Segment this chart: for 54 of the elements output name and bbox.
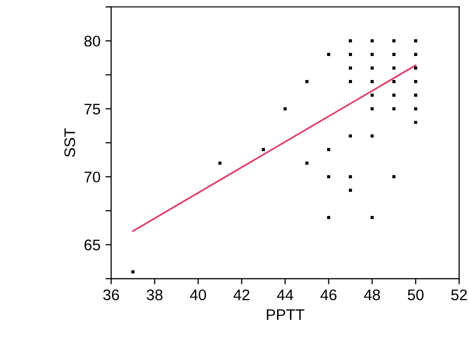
point [370, 52, 374, 56]
point [348, 188, 352, 192]
point [348, 66, 352, 70]
point [305, 162, 308, 165]
x-tick-label: 48 [364, 289, 380, 300]
point [392, 52, 396, 56]
point [348, 175, 352, 178]
point [305, 80, 308, 84]
point [370, 134, 374, 138]
y-tick-label: 80 [84, 36, 100, 47]
point [414, 120, 418, 124]
x-tick-label: 36 [103, 289, 119, 300]
point [218, 162, 222, 165]
point [348, 52, 352, 56]
point [131, 270, 134, 274]
x-tick-label: 50 [408, 289, 424, 300]
point [414, 52, 418, 56]
x-tick-label: 52 [451, 289, 467, 300]
x-tick-label: 42 [234, 289, 250, 300]
point [327, 52, 330, 56]
point [392, 94, 396, 97]
point [414, 107, 418, 110]
x-tick-label: 44 [277, 290, 294, 300]
x-axis-title: PPTT [266, 309, 304, 320]
point [392, 66, 396, 70]
point [370, 94, 374, 97]
x-tick-label: 38 [146, 289, 162, 300]
point [414, 80, 418, 84]
point [392, 175, 396, 178]
point [370, 107, 374, 110]
y-tick-label: 75 [84, 104, 100, 114]
point [327, 216, 330, 220]
point [414, 39, 418, 42]
point [348, 80, 352, 84]
point [262, 148, 265, 152]
y-tick-label: 65 [84, 240, 100, 250]
point [284, 107, 287, 110]
point [392, 39, 396, 42]
point [348, 134, 352, 138]
point [392, 107, 396, 110]
x-tick-label: 40 [190, 289, 206, 300]
point [370, 39, 374, 42]
point [370, 66, 374, 70]
point [370, 216, 374, 220]
point [327, 175, 330, 178]
point [414, 66, 418, 70]
point [348, 39, 352, 42]
y-tick-label: 70 [84, 172, 100, 182]
y-axis-title: SST [64, 128, 76, 157]
point [414, 94, 418, 97]
point [327, 148, 330, 152]
x-tick-label: 46 [320, 289, 336, 300]
point [370, 80, 374, 84]
point [392, 80, 396, 84]
